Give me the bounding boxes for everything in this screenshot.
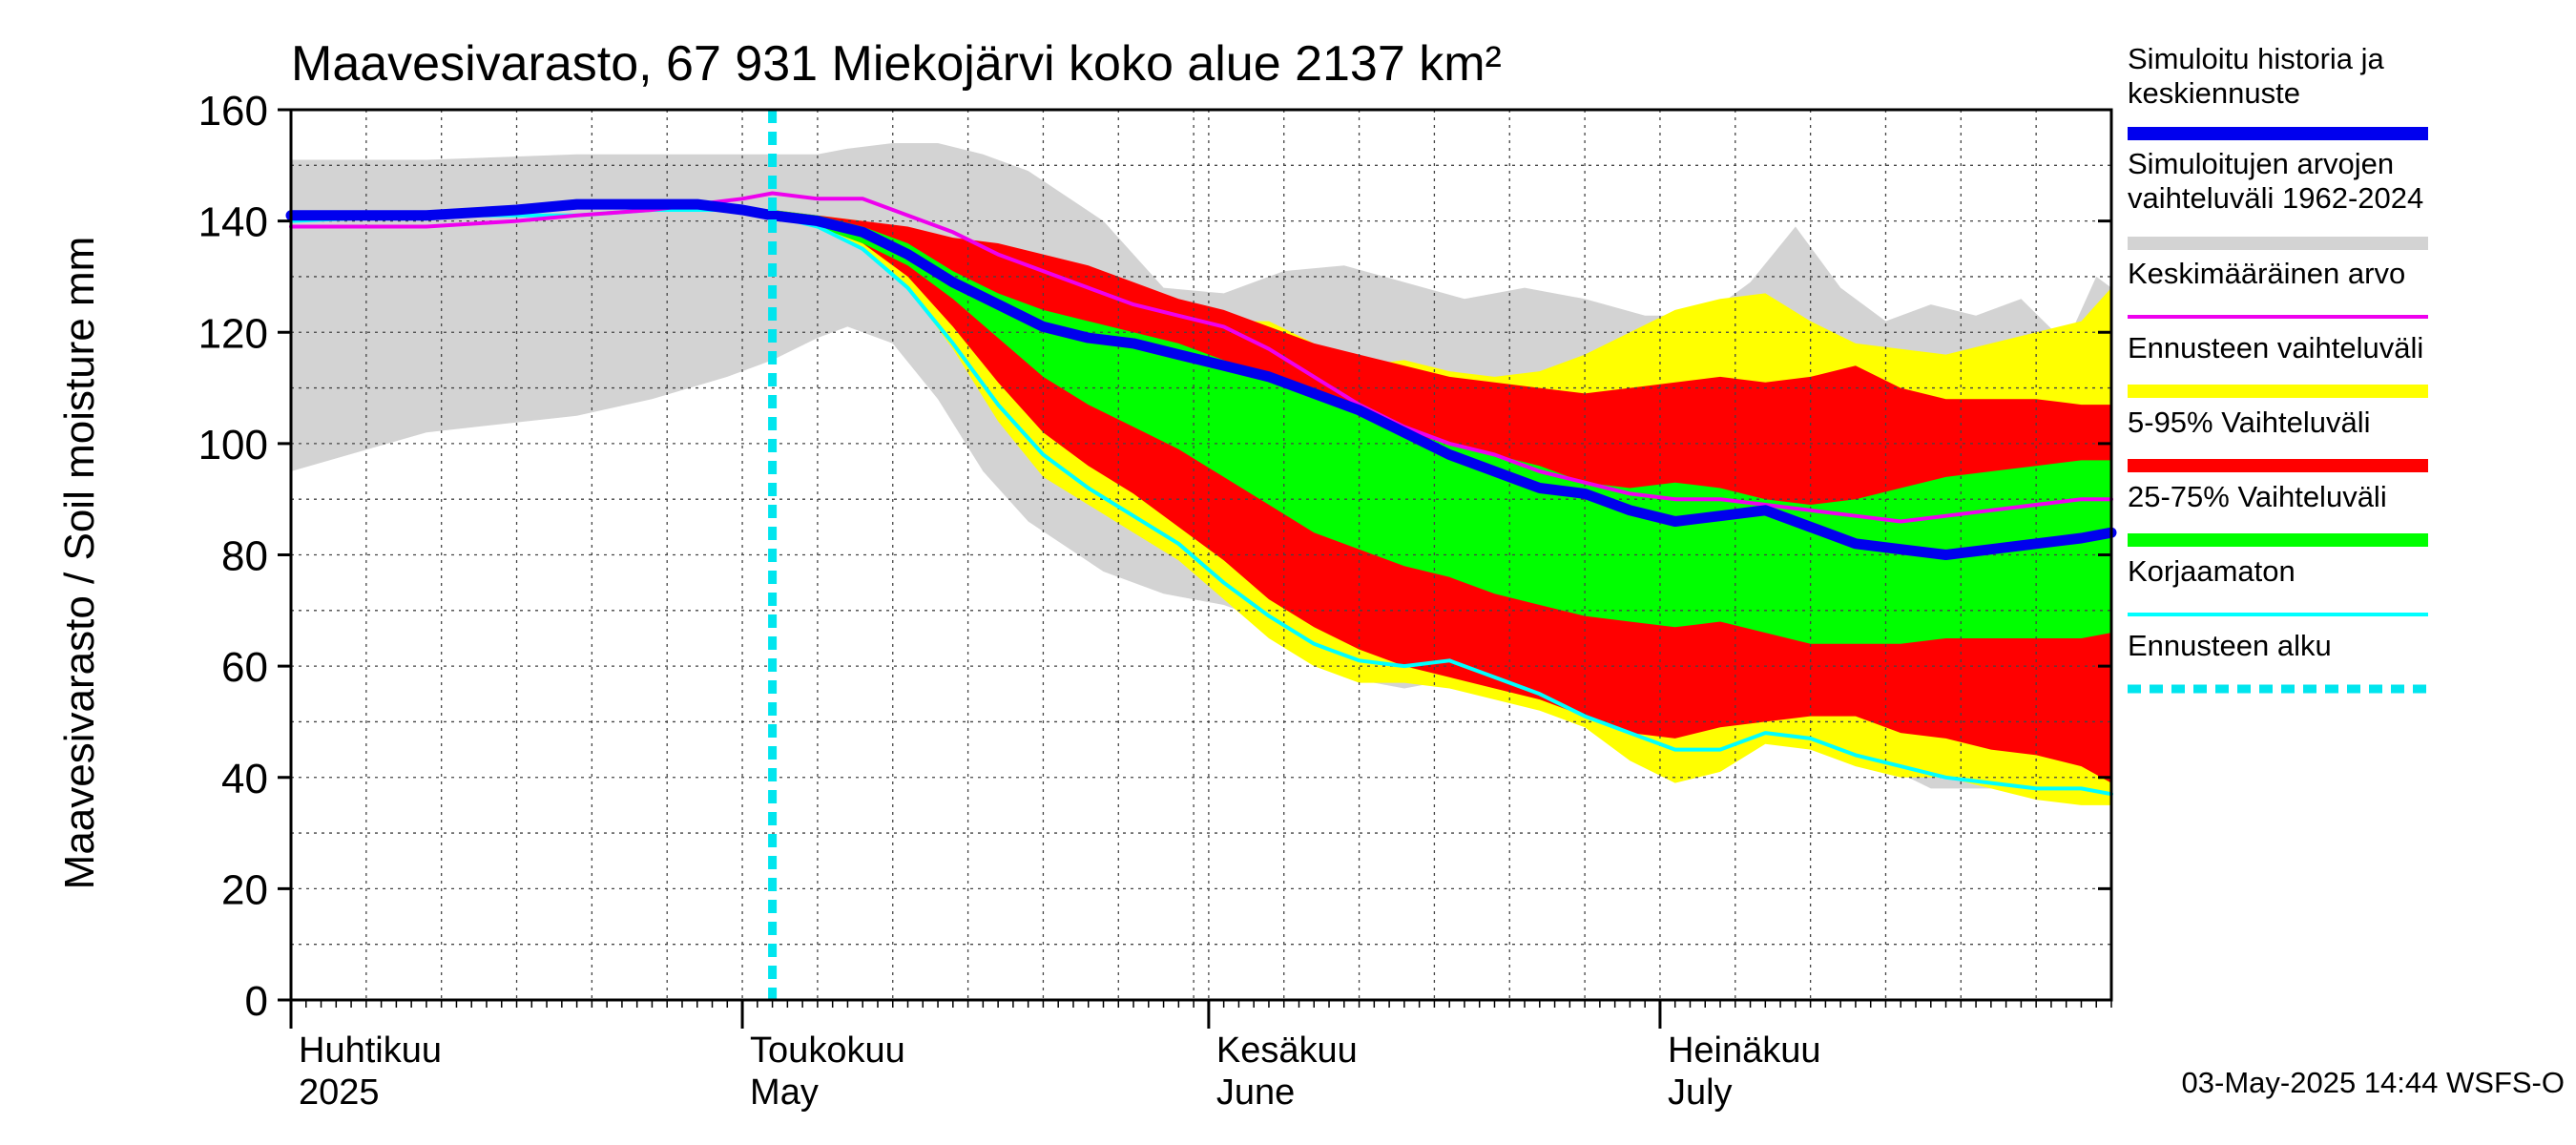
month-label-secondary: June [1216, 1072, 1295, 1113]
legend-label: Keskimääräinen arvo [2128, 257, 2405, 290]
month-label-secondary: July [1668, 1072, 1733, 1113]
p25-75-band [772, 210, 2111, 644]
legend-label: Ennusteen alku [2128, 629, 2332, 662]
plot-area [285, 110, 2117, 1000]
y-axis-label: Maavesivarasto / Soil moisture mm [56, 237, 103, 890]
chart-title: Maavesivarasto, 67 931 Miekojärvi koko a… [291, 36, 1502, 92]
month-label: Huhtikuu [299, 1030, 442, 1071]
y-tick-label: 120 [198, 310, 268, 357]
month-label-secondary: May [750, 1072, 819, 1113]
legend-label: 5-95% Vaihteluväli [2128, 406, 2370, 439]
y-tick-label: 80 [221, 533, 268, 580]
y-tick-label: 20 [221, 866, 268, 913]
median-line [285, 198, 2117, 560]
y-tick-label: 140 [198, 199, 268, 246]
month-label: Heinäkuu [1668, 1030, 1821, 1071]
legend-label: vaihteluväli 1962-2024 [2128, 181, 2423, 215]
legend-label: Ennusteen vaihteluväli [2128, 331, 2423, 364]
y-tick-label: 100 [198, 422, 268, 468]
y-tick-label: 60 [221, 644, 268, 691]
footer-timestamp: 03-May-2025 14:44 WSFS-O [2182, 1066, 2565, 1099]
y-tick-label: 0 [245, 978, 268, 1025]
legend-label: Simuloitu historia ja [2128, 42, 2385, 75]
legend-label: Simuloitujen arvojen [2128, 147, 2394, 180]
mean-line [289, 191, 2113, 524]
month-label-secondary: 2025 [299, 1072, 380, 1113]
month-label: Kesäkuu [1216, 1030, 1358, 1071]
month-label: Toukokuu [750, 1030, 905, 1071]
legend-label: keskiennuste [2128, 76, 2300, 110]
legend-label: 25-75% Vaihteluväli [2128, 480, 2387, 513]
y-tick-label: 40 [221, 756, 268, 802]
y-tick-label: 160 [198, 88, 268, 135]
legend-label: Korjaamaton [2128, 554, 2296, 588]
